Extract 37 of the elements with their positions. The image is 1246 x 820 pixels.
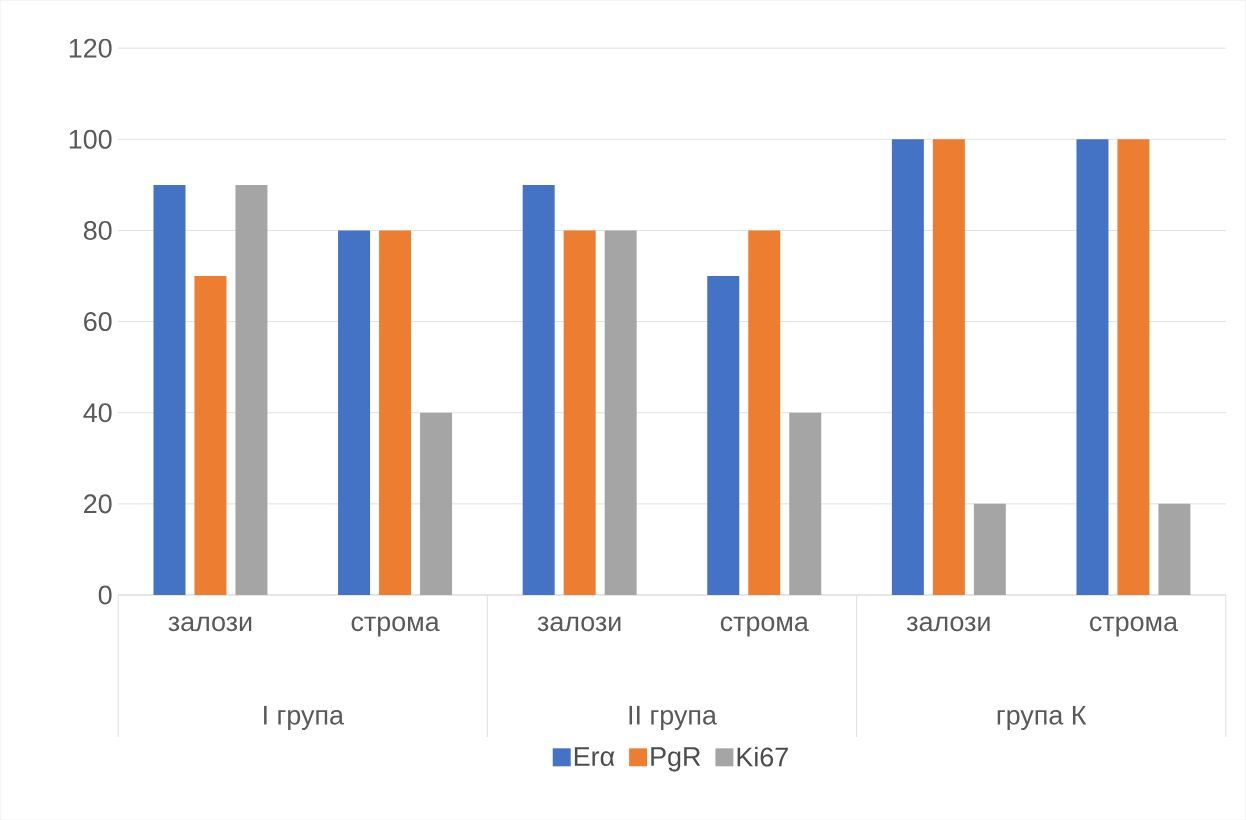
- x-tick-label: залози: [168, 616, 252, 632]
- bar: [1158, 503, 1191, 595]
- bar: [1076, 139, 1109, 595]
- legend-label: PgR: [651, 747, 701, 772]
- y-tick-label: 20: [84, 494, 112, 514]
- y-tick-label: 40: [83, 403, 112, 423]
- bar: [891, 139, 924, 595]
- bar: [379, 230, 412, 595]
- bar: [420, 412, 453, 595]
- bar: [235, 184, 268, 595]
- y-tick-label: 60: [84, 312, 112, 332]
- bar: [194, 275, 227, 595]
- bar: [707, 275, 740, 595]
- bar: [604, 230, 637, 595]
- bar: [748, 230, 781, 595]
- bar: [153, 184, 186, 595]
- legend-label: Ki67: [737, 746, 788, 767]
- y-tick-label: 120: [69, 38, 112, 58]
- bar: [563, 230, 596, 595]
- text: I група: [264, 705, 344, 730]
- bar: [789, 412, 822, 595]
- x-tick-label: строма: [720, 616, 809, 637]
- legend-label: Erα: [574, 747, 615, 767]
- x-tick-label: залози: [537, 616, 621, 632]
- text: група К: [997, 705, 1087, 730]
- text: II група: [629, 705, 717, 730]
- bar: [338, 230, 371, 595]
- bar: [973, 503, 1006, 595]
- y-tick-label: 100: [69, 129, 112, 149]
- bar: [522, 184, 555, 595]
- bar: [932, 139, 965, 595]
- y-tick-label: 80: [83, 220, 112, 240]
- x-tick-label: строма: [1090, 616, 1179, 637]
- x-tick-label: строма: [351, 616, 440, 637]
- x-tick-label: залози: [906, 616, 990, 632]
- bar: [1117, 139, 1150, 595]
- y-tick-label: 0: [98, 585, 112, 605]
